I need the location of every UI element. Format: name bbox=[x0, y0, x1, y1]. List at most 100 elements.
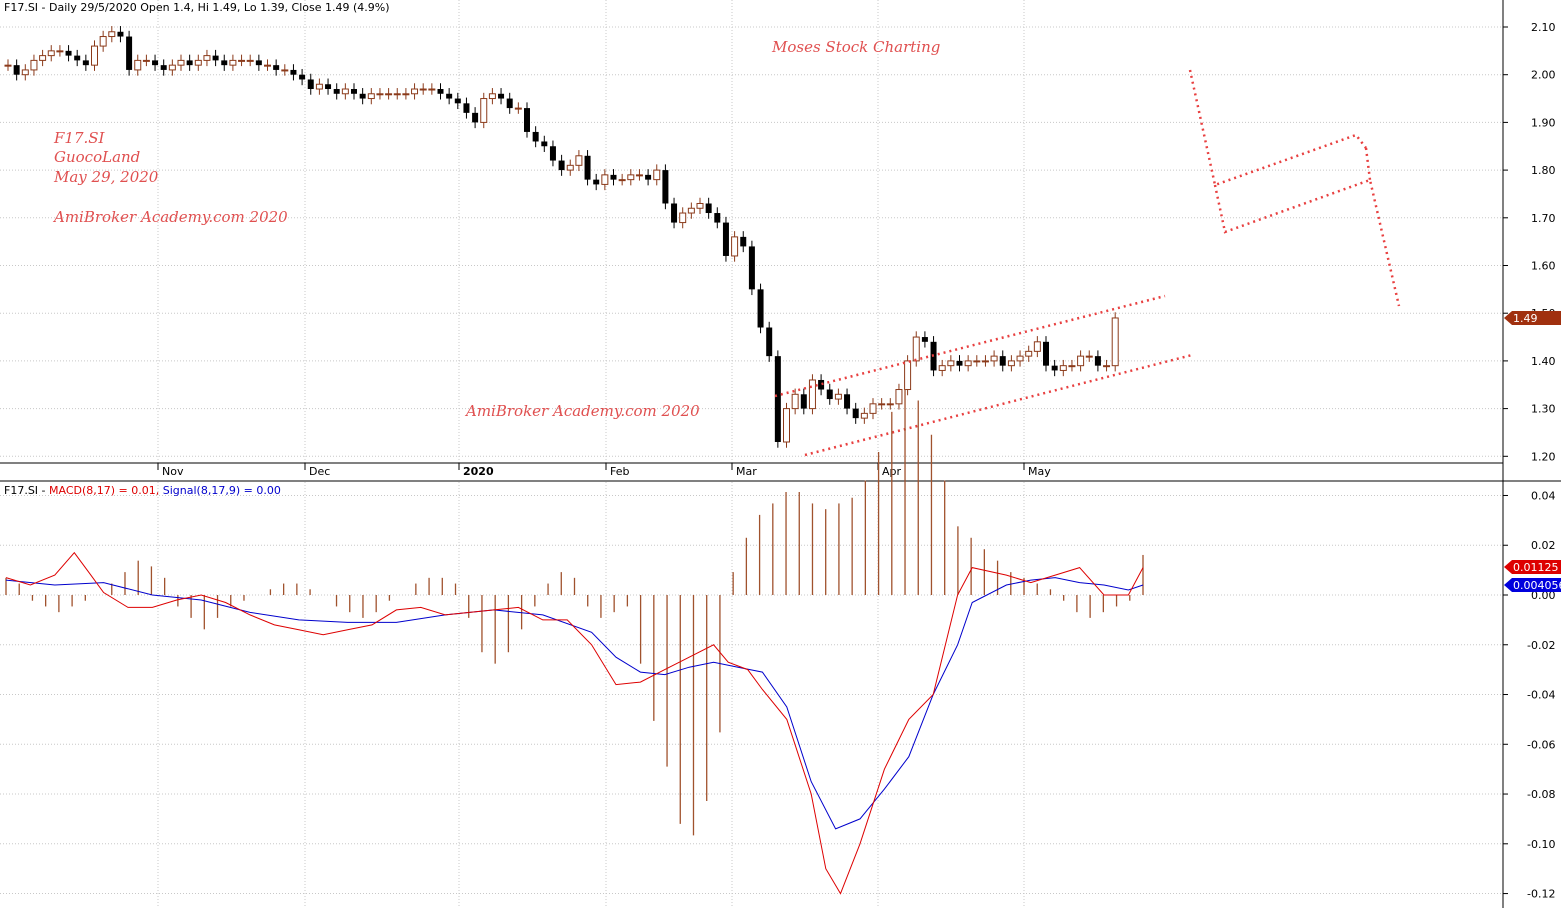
candle-body-down bbox=[1094, 356, 1101, 366]
candle-body-up bbox=[1077, 355, 1085, 367]
candle-body-up bbox=[99, 36, 107, 47]
candle-body-down bbox=[325, 84, 332, 90]
macd-y-axis: 0.04 0.02 0.00 -0.02 -0.04 -0.06 -0.08 -0.10 -0.… bbox=[1503, 489, 1556, 901]
candle-body-up bbox=[246, 59, 254, 62]
candle-body-down bbox=[463, 103, 470, 113]
candle-body-up bbox=[973, 360, 981, 363]
candle-body-up bbox=[1016, 355, 1024, 362]
y-tick-label: 0.04 bbox=[1531, 489, 1556, 502]
candle-body-down bbox=[498, 93, 505, 99]
candle-body-up bbox=[134, 59, 142, 71]
candle-body-up bbox=[783, 408, 790, 443]
candle-body-down bbox=[671, 203, 678, 223]
candle-body-down bbox=[774, 356, 781, 442]
candle-body-down bbox=[722, 222, 729, 256]
candle-body-up bbox=[860, 412, 868, 419]
candle-body-down bbox=[549, 146, 556, 161]
candle-body-up bbox=[869, 403, 877, 414]
candle-body-down bbox=[299, 74, 306, 80]
candle-body-down bbox=[65, 50, 72, 56]
candle-body-up bbox=[808, 379, 816, 410]
candle-body-down bbox=[757, 289, 764, 328]
candle-body-down bbox=[524, 108, 530, 132]
candle-body-up bbox=[168, 64, 176, 71]
candle-body-down bbox=[74, 55, 81, 61]
candle-body-down bbox=[333, 89, 340, 94]
y-tick-label: 1.90 bbox=[1531, 116, 1556, 129]
drawn-pattern-lower bbox=[1213, 178, 1401, 307]
candle-body-down bbox=[1043, 341, 1049, 366]
candle-body-up bbox=[264, 64, 271, 67]
candle-body-down bbox=[532, 131, 539, 142]
candle-body-down bbox=[359, 93, 366, 99]
candle-body-up bbox=[47, 50, 55, 57]
date-x-axis: NovDec2020FebMarAprMay bbox=[157, 463, 1051, 478]
candle-body-up bbox=[791, 393, 799, 410]
candle-body-down bbox=[844, 394, 851, 409]
candle-body-up bbox=[1068, 365, 1076, 368]
macd-value-tag-text: 0.01125 bbox=[1513, 561, 1559, 574]
candle-body-down bbox=[273, 65, 280, 70]
candle-body-down bbox=[645, 174, 652, 180]
x-tick-label: Feb bbox=[610, 465, 629, 478]
candle-body-up bbox=[912, 336, 920, 362]
macd-histogram bbox=[5, 388, 1144, 836]
candle-body-up bbox=[1111, 317, 1119, 367]
candle-body-down bbox=[160, 65, 167, 70]
candle-body-up bbox=[488, 93, 496, 100]
candle-body-up bbox=[203, 55, 211, 61]
y-tick-label: 1.70 bbox=[1531, 212, 1556, 225]
candle-body-down bbox=[558, 160, 565, 171]
candle-body-down bbox=[1051, 365, 1058, 371]
y-tick-label: -0.04 bbox=[1527, 689, 1555, 702]
y-tick-label: 1.80 bbox=[1531, 164, 1556, 177]
candle-body-up bbox=[904, 360, 912, 391]
y-tick-label: -0.12 bbox=[1527, 888, 1555, 901]
candle-body-up bbox=[696, 202, 704, 209]
x-tick-label: 2020 bbox=[463, 465, 494, 478]
candle-body-down bbox=[186, 60, 193, 66]
candle-body-down bbox=[593, 179, 600, 185]
candle-body-down bbox=[472, 112, 479, 123]
candle-body-up bbox=[653, 169, 661, 181]
signal-line bbox=[5, 577, 1144, 830]
candle-body-down bbox=[152, 60, 159, 66]
candle-body-down bbox=[446, 93, 453, 99]
candle-body-down bbox=[705, 203, 712, 214]
upper-channel-line bbox=[774, 294, 1166, 398]
candle-body-up bbox=[341, 88, 349, 95]
candle-body-down bbox=[506, 98, 513, 109]
candle-body-up bbox=[281, 69, 289, 72]
candle-body-up bbox=[1025, 350, 1033, 357]
candle-body-up bbox=[618, 179, 626, 182]
candle-body-up bbox=[367, 93, 375, 100]
candle-body-down bbox=[437, 89, 444, 94]
price-y-axis: 2.102.001.901.801.701.601.501.401.301.20 bbox=[1503, 21, 1556, 463]
candle-body-up bbox=[91, 45, 98, 66]
y-tick-label: -0.06 bbox=[1527, 738, 1555, 751]
candle-body-up bbox=[56, 50, 64, 53]
candle-body-up bbox=[834, 393, 842, 400]
candle-body-up bbox=[1103, 365, 1111, 368]
candle-body-down bbox=[766, 327, 773, 357]
candle-body-down bbox=[999, 356, 1006, 366]
trendlines bbox=[774, 69, 1401, 457]
company-annotation: GuocoLand bbox=[54, 148, 141, 166]
macd-value-tag-bg bbox=[1504, 560, 1561, 574]
candle-body-up bbox=[376, 93, 384, 96]
candle-body-down bbox=[956, 360, 963, 366]
y-tick-label: 1.20 bbox=[1531, 450, 1556, 463]
drawn-pattern-upper bbox=[1188, 69, 1367, 187]
y-tick-label: 0.00 bbox=[1531, 589, 1556, 602]
macd-prefix: F17.SI - bbox=[4, 484, 50, 497]
candle-body-up bbox=[679, 212, 687, 224]
signal-value-tag-bg bbox=[1504, 578, 1561, 592]
candle-body-down bbox=[82, 60, 89, 66]
ticker-annotation: F17.SI bbox=[54, 129, 105, 147]
candle-body-up bbox=[981, 360, 989, 363]
x-tick-label: Nov bbox=[162, 465, 184, 478]
x-tick-label: Dec bbox=[309, 465, 330, 478]
y-tick-label: 1.30 bbox=[1531, 403, 1556, 416]
candle-body-up bbox=[419, 88, 427, 91]
